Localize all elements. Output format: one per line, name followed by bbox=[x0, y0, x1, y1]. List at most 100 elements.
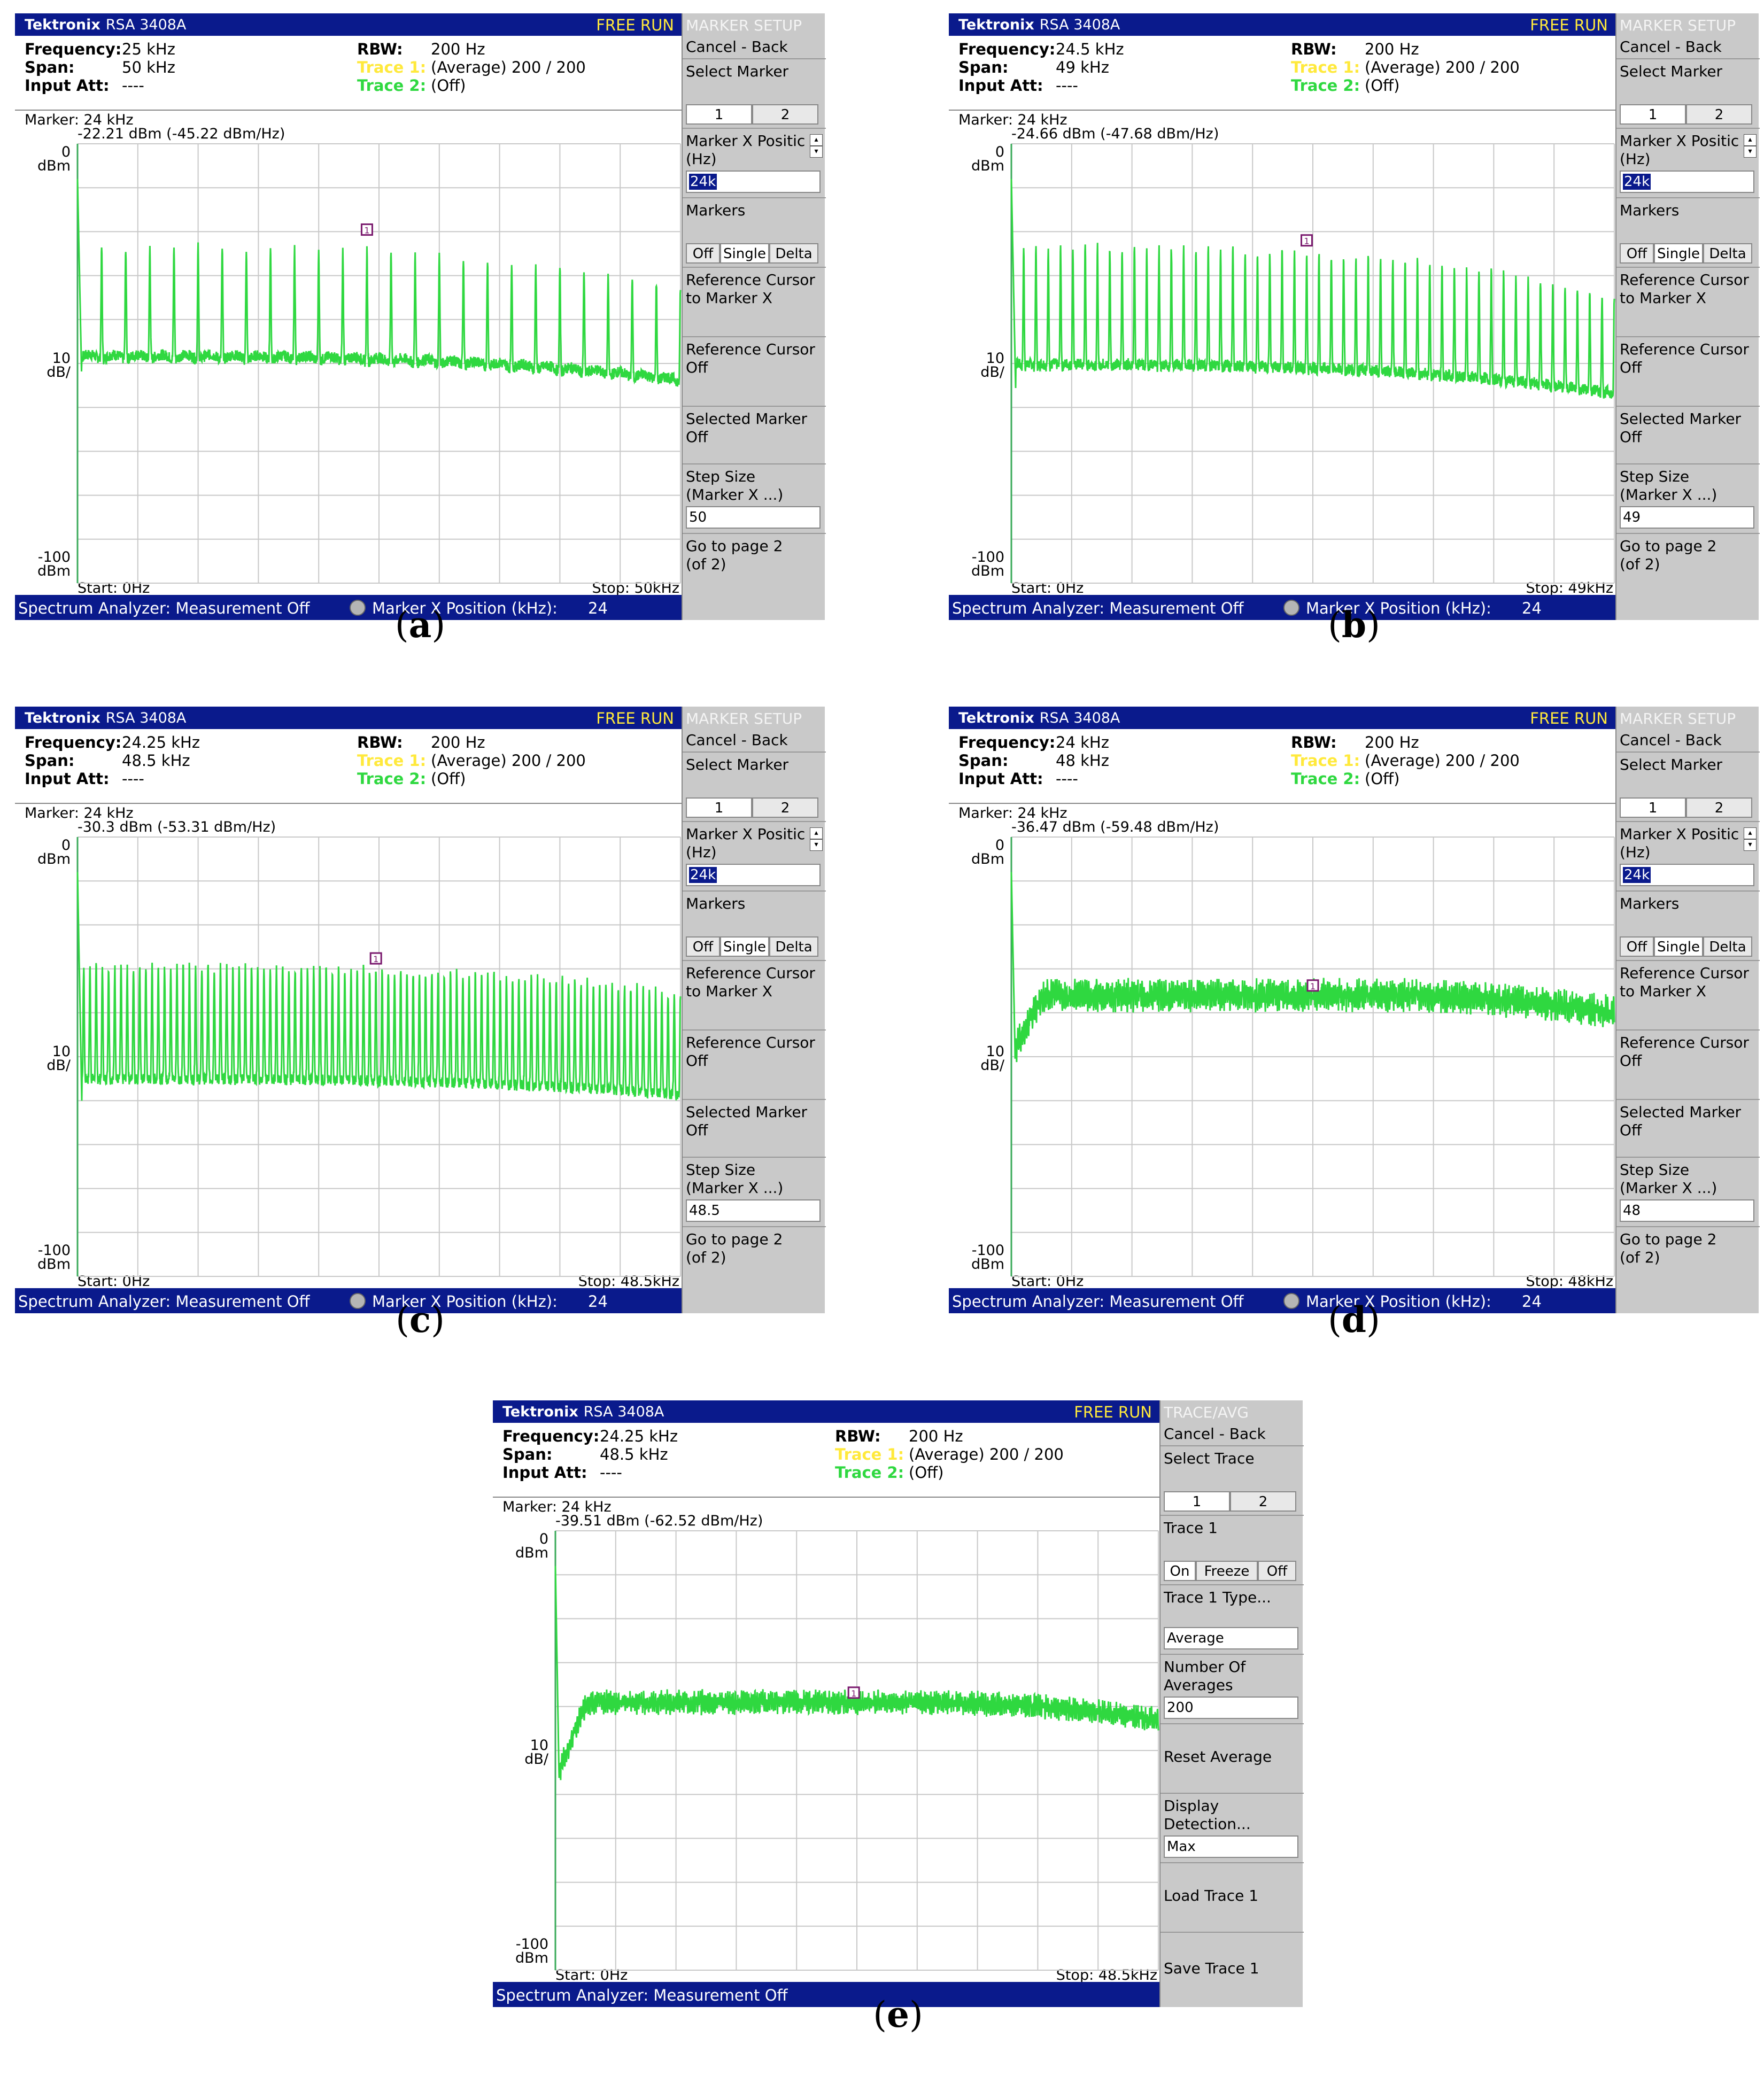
select-trace-button[interactable]: Select Trace 1 2 bbox=[1160, 1445, 1304, 1515]
trace-1-type-control[interactable]: Trace 1 Type... Average bbox=[1160, 1584, 1304, 1654]
select-marker-button[interactable]: Select Marker 1 2 bbox=[683, 752, 826, 821]
save-trace-1-button[interactable]: Save Trace 1 bbox=[1160, 1932, 1304, 2007]
spin-down-icon[interactable]: ▾ bbox=[1744, 839, 1757, 851]
marker-x-position-control[interactable]: Marker X Positic (Hz) ▴ ▾ 24k bbox=[683, 128, 826, 197]
ref-cursor-to-marker-button[interactable]: Reference Cursor to Marker X bbox=[683, 960, 826, 1029]
go-to-page-2-button[interactable]: Go to page 2 (of 2) bbox=[1616, 1226, 1760, 1313]
marker-x-position-control[interactable]: Marker X Positic (Hz) ▴ ▾ 24k bbox=[1616, 128, 1760, 197]
marker-x-position-control[interactable]: Marker X Positic (Hz) ▴ ▾ 24k bbox=[683, 821, 826, 890]
cancel-back-button[interactable]: Cancel - Back bbox=[686, 731, 788, 749]
marker-x-position-input[interactable]: 24k bbox=[1620, 171, 1754, 193]
trace-1-button[interactable]: 1 bbox=[1164, 1491, 1230, 1512]
markers-single-button[interactable]: Single bbox=[720, 243, 769, 264]
model-name: RSA 3408A bbox=[105, 710, 187, 726]
select-marker-button[interactable]: Select Marker 1 2 bbox=[683, 58, 826, 128]
marker-1-flag[interactable]: 1 bbox=[1300, 234, 1313, 247]
load-trace-1-button[interactable]: Load Trace 1 bbox=[1160, 1862, 1304, 1932]
spin-up-icon[interactable]: ▴ bbox=[810, 827, 823, 839]
select-marker-button[interactable]: Select Marker 1 2 bbox=[1616, 58, 1760, 128]
markers-off-button[interactable]: Off bbox=[1620, 936, 1654, 957]
trace-2-button[interactable]: 2 bbox=[1230, 1491, 1296, 1512]
marker-x-position-input[interactable]: 24k bbox=[686, 864, 821, 886]
markers-delta-button[interactable]: Delta bbox=[1703, 243, 1752, 264]
spectrum-plot[interactable]: 1 bbox=[949, 804, 1615, 1289]
markers-single-button[interactable]: Single bbox=[1654, 243, 1703, 264]
step-size-input[interactable]: 49 bbox=[1620, 506, 1754, 529]
go-to-page-2-button[interactable]: Go to page 2 (of 2) bbox=[683, 533, 826, 620]
display-detection-control[interactable]: Display Detection... Max bbox=[1160, 1793, 1304, 1862]
spin-up-icon[interactable]: ▴ bbox=[1744, 134, 1757, 146]
cancel-back-button[interactable]: Cancel - Back bbox=[1620, 38, 1722, 56]
ref-cursor-off-button[interactable]: Reference Cursor Off bbox=[683, 1029, 826, 1099]
marker-1-flag[interactable]: 1 bbox=[369, 952, 382, 965]
marker-2-button[interactable]: 2 bbox=[1686, 797, 1752, 818]
marker-1-flag[interactable]: 1 bbox=[1306, 979, 1319, 992]
marker-1-button[interactable]: 1 bbox=[686, 797, 752, 818]
spectrum-plot[interactable]: 1 bbox=[949, 111, 1615, 596]
markers-single-button[interactable]: Single bbox=[720, 936, 769, 957]
ref-cursor-to-marker-button[interactable]: Reference Cursor to Marker X bbox=[683, 267, 826, 336]
ref-cursor-off-button[interactable]: Reference Cursor Off bbox=[1616, 1029, 1760, 1099]
display-detection-input[interactable]: Max bbox=[1164, 1835, 1298, 1858]
markers-off-button[interactable]: Off bbox=[686, 936, 720, 957]
cancel-back-button[interactable]: Cancel - Back bbox=[1620, 731, 1722, 749]
caption-open-paren: ( bbox=[1328, 605, 1342, 646]
markers-delta-button[interactable]: Delta bbox=[1703, 936, 1752, 957]
trace-1-type-input[interactable]: Average bbox=[1164, 1627, 1298, 1649]
selected-marker-off-button[interactable]: Selected Marker Off bbox=[1616, 1099, 1760, 1157]
go-to-page-2-button[interactable]: Go to page 2 (of 2) bbox=[1616, 533, 1760, 620]
marker-x-position-control-label: Marker X Positic (Hz) bbox=[1620, 825, 1739, 861]
go-to-page-2-button[interactable]: Go to page 2 (of 2) bbox=[683, 1226, 826, 1313]
marker-1-flag[interactable]: 1 bbox=[360, 223, 373, 236]
spin-up-icon[interactable]: ▴ bbox=[1744, 827, 1757, 839]
markers-delta-button[interactable]: Delta bbox=[769, 936, 818, 957]
ref-cursor-off-button[interactable]: Reference Cursor Off bbox=[683, 336, 826, 406]
selected-marker-off-button[interactable]: Selected Marker Off bbox=[1616, 406, 1760, 463]
step-size-input[interactable]: 48.5 bbox=[686, 1199, 821, 1222]
step-size-control[interactable]: Step Size (Marker X ...) 50 bbox=[683, 463, 826, 533]
step-size-control[interactable]: Step Size (Marker X ...) 48 bbox=[1616, 1157, 1760, 1226]
marker-x-position-input[interactable]: 24k bbox=[1620, 864, 1754, 886]
step-size-input[interactable]: 50 bbox=[686, 506, 821, 529]
markers-off-button[interactable]: Off bbox=[686, 243, 720, 264]
marker-1-flag[interactable]: 1 bbox=[847, 1686, 860, 1699]
trace-1-on-button[interactable]: On bbox=[1164, 1561, 1196, 1581]
trace-1-freeze-button[interactable]: Freeze bbox=[1196, 1561, 1258, 1581]
number-of-averages-input[interactable]: 200 bbox=[1164, 1697, 1298, 1719]
marker-1-button[interactable]: 1 bbox=[1620, 104, 1686, 125]
step-size-control[interactable]: Step Size (Marker X ...) 49 bbox=[1616, 463, 1760, 533]
cancel-back-button[interactable]: Cancel - Back bbox=[686, 38, 788, 56]
marker-2-button[interactable]: 2 bbox=[752, 797, 818, 818]
marker-x-position-control[interactable]: Marker X Positic (Hz) ▴ ▾ 24k bbox=[1616, 821, 1760, 890]
marker-x-position-input[interactable]: 24k bbox=[686, 171, 821, 193]
ref-cursor-to-marker-button[interactable]: Reference Cursor to Marker X bbox=[1616, 267, 1760, 336]
markers-single-button[interactable]: Single bbox=[1654, 936, 1703, 957]
marker-1-button[interactable]: 1 bbox=[686, 104, 752, 125]
spin-down-icon[interactable]: ▾ bbox=[810, 839, 823, 851]
spectrum-plot[interactable]: 1 bbox=[15, 111, 682, 596]
marker-1-button[interactable]: 1 bbox=[1620, 797, 1686, 818]
spectrum-plot[interactable]: 1 bbox=[15, 804, 682, 1289]
trace-1-off-button[interactable]: Off bbox=[1258, 1561, 1296, 1581]
selected-marker-off-button[interactable]: Selected Marker Off bbox=[683, 1099, 826, 1157]
step-size-control[interactable]: Step Size (Marker X ...) 48.5 bbox=[683, 1157, 826, 1226]
markers-delta-button[interactable]: Delta bbox=[769, 243, 818, 264]
number-of-averages-control[interactable]: Number Of Averages 200 bbox=[1160, 1654, 1304, 1723]
spin-down-icon[interactable]: ▾ bbox=[1744, 146, 1757, 158]
marker-2-button[interactable]: 2 bbox=[752, 104, 818, 125]
spectrum-plot[interactable]: 1 bbox=[493, 1498, 1159, 1983]
cancel-back-button[interactable]: Cancel - Back bbox=[1164, 1425, 1266, 1443]
spin-up-icon[interactable]: ▴ bbox=[810, 134, 823, 146]
markers-off-button[interactable]: Off bbox=[1620, 243, 1654, 264]
selected-marker-off-button[interactable]: Selected Marker Off bbox=[683, 406, 826, 463]
reset-average-button[interactable]: Reset Average bbox=[1160, 1723, 1304, 1793]
spin-down-icon[interactable]: ▾ bbox=[810, 146, 823, 158]
ref-cursor-off-button[interactable]: Reference Cursor Off bbox=[1616, 336, 1760, 406]
menu-title: MARKER SETUP bbox=[1620, 17, 1736, 34]
select-marker-button[interactable]: Select Marker 1 2 bbox=[1616, 752, 1760, 821]
step-size-input[interactable]: 48 bbox=[1620, 1199, 1754, 1222]
marker-2-button[interactable]: 2 bbox=[1686, 104, 1752, 125]
model-name: RSA 3408A bbox=[583, 1404, 664, 1420]
ref-cursor-to-marker-button[interactable]: Reference Cursor to Marker X bbox=[1616, 960, 1760, 1029]
